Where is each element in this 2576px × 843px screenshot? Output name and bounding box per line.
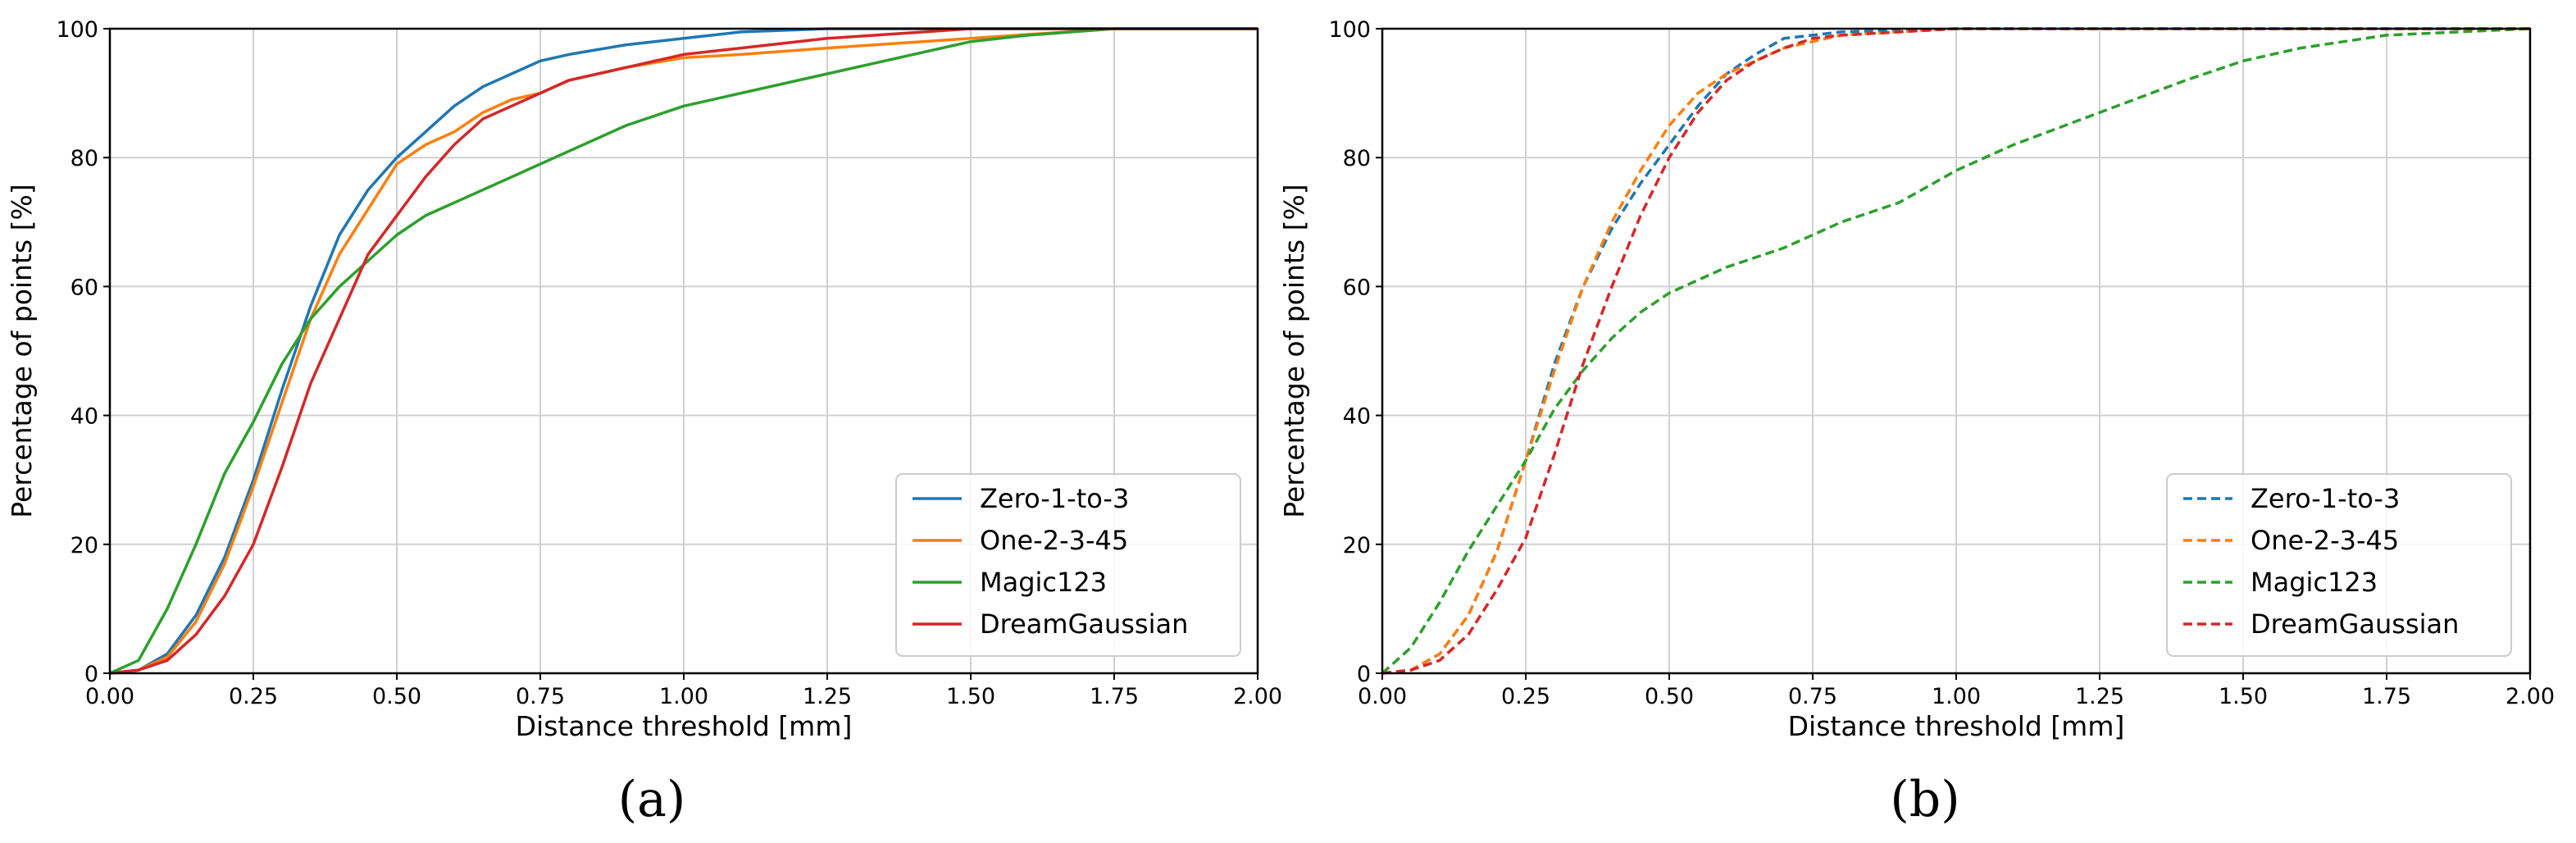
y-tick-label: 20 xyxy=(1343,533,1371,558)
y-tick-label: 100 xyxy=(56,17,98,43)
x-tick-label: 1.50 xyxy=(946,684,995,709)
legend-box xyxy=(2166,473,2512,657)
y-axis-label: Percentage of points [%] xyxy=(6,184,38,517)
panel-label: (b) xyxy=(1890,771,1959,828)
y-tick-label: 40 xyxy=(71,404,98,430)
x-tick-label: 0.50 xyxy=(372,684,421,709)
legend-label: DreamGaussian xyxy=(980,608,1188,640)
y-tick-label: 80 xyxy=(71,146,98,171)
series-line-zero-1-to-3 xyxy=(109,27,1258,675)
panel-label: (a) xyxy=(618,771,686,828)
x-tick-label: 0.50 xyxy=(1645,684,1694,709)
x-axis-label: Distance threshold [mm] xyxy=(516,710,853,742)
x-tick-label: 1.25 xyxy=(2075,684,2124,709)
y-tick-label: 80 xyxy=(1343,146,1371,171)
legend-label: One-2-3-45 xyxy=(980,525,1128,556)
legend-label: Zero-1-to-3 xyxy=(2251,483,2400,514)
series-line-magic123 xyxy=(109,27,1258,675)
x-tick-label: 1.25 xyxy=(803,684,852,709)
legend-label: One-2-3-45 xyxy=(2251,525,2399,556)
y-tick-label: 40 xyxy=(1343,404,1371,430)
legend-label: DreamGaussian xyxy=(2251,608,2459,640)
chart-panel-2: 0.00 0.25 0.50 0.75 1.00 1.25 1.50 1.75 2.00 0 20 4… xyxy=(1278,17,2555,828)
y-tick-label: 60 xyxy=(71,275,98,300)
series-line-one-2-3-45 xyxy=(109,27,1258,675)
x-tick-label: 0.75 xyxy=(516,684,565,709)
x-tick-label: 1.75 xyxy=(2362,684,2411,709)
legend-label: Magic123 xyxy=(980,567,1107,598)
x-tick-label: 0.75 xyxy=(1788,684,1837,709)
legend-label: Zero-1-to-3 xyxy=(980,483,1129,514)
legend-label: Magic123 xyxy=(2251,567,2378,598)
y-tick-label: 60 xyxy=(1343,275,1371,300)
x-tick-label: 0.25 xyxy=(229,684,278,709)
x-tick-label: 1.50 xyxy=(2219,684,2268,709)
series-line-magic123 xyxy=(1381,27,2531,675)
x-axis-label: Distance threshold [mm] xyxy=(1788,710,2125,742)
x-tick-label: 2.00 xyxy=(2505,684,2555,709)
x-tick-label: 0.00 xyxy=(85,684,134,709)
x-tick-label: 0.25 xyxy=(1501,684,1550,709)
series-line-dreamgaussian xyxy=(1381,27,2530,675)
x-tick-label: 1.00 xyxy=(659,684,708,709)
legend: Zero-1-to-3 One-2-3-45 Magic123 DreamGaussi… xyxy=(895,473,1241,657)
series-line-one-2-3-45 xyxy=(1381,27,2530,675)
y-tick-label: 100 xyxy=(1328,17,1371,43)
y-axis-label: Percentage of points [%] xyxy=(1278,184,1310,517)
chart-panel-1: 0.00 0.25 0.50 0.75 1.00 1.25 1.50 1.75 2.00 0 20 4… xyxy=(6,17,1282,828)
legend-box xyxy=(895,473,1241,657)
x-tick-label: 2.00 xyxy=(1233,684,1282,709)
series-line-dreamgaussian xyxy=(109,27,1258,675)
x-tick-label: 1.75 xyxy=(1090,684,1139,709)
x-tick-label: 1.00 xyxy=(1932,684,1981,709)
y-tick-label: 0 xyxy=(1357,662,1371,687)
series-line-zero-1-to-3 xyxy=(1381,27,2530,675)
y-tick-label: 20 xyxy=(71,533,98,558)
y-tick-label: 0 xyxy=(84,662,98,687)
legend: Zero-1-to-3 One-2-3-45 Magic123 DreamGaussi… xyxy=(2166,473,2512,657)
x-tick-label: 0.00 xyxy=(1358,684,1407,709)
